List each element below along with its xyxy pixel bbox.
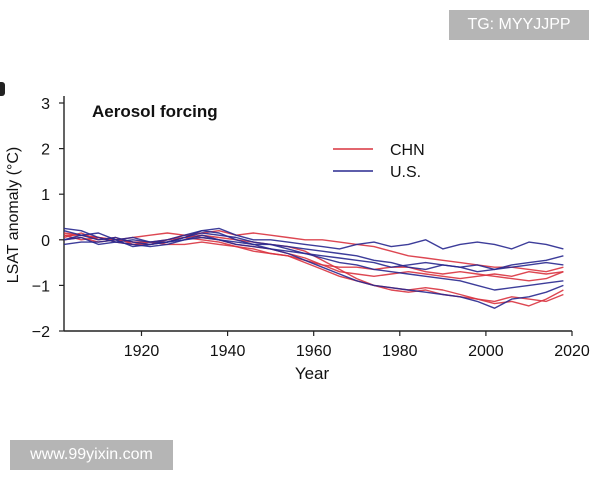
y-tick-label: 1: [41, 187, 50, 204]
legend: CHN U.S.: [333, 142, 425, 181]
y-tick-label: 3: [41, 96, 50, 113]
y-tick-label: −2: [32, 324, 50, 341]
y-tick-label: 2: [41, 142, 50, 159]
y-axis-label: LSAT anomaly (°C): [5, 147, 22, 284]
watermark-bottom: www.99yixin.com: [10, 440, 173, 470]
watermark-top: TG: MYYJJPP: [449, 10, 589, 40]
series-line-us-9: [63, 230, 564, 291]
series-line-us-8: [63, 234, 564, 273]
chart-title: Aerosol forcing: [92, 102, 218, 121]
x-tick-label: 1920: [124, 343, 160, 360]
legend-label-0: CHN: [390, 142, 425, 159]
y-tick-label: 0: [41, 233, 50, 250]
x-tick-label: 1960: [296, 343, 332, 360]
x-tick-label: 1940: [210, 343, 246, 360]
x-tick-label: 1980: [382, 343, 418, 360]
x-tick-label: 2000: [468, 343, 504, 360]
y-tick-label: −1: [32, 278, 50, 295]
y-axis: 3 2 1 0 −1 −2: [32, 96, 65, 341]
legend-label-1: U.S.: [390, 164, 421, 181]
panel-edge-mark: [0, 82, 5, 96]
x-tick-label: 2020: [554, 343, 590, 360]
series-lines: [63, 227, 564, 309]
x-axis-label: Year: [295, 364, 330, 383]
series-line-us-7: [63, 229, 564, 271]
x-axis: 1920 1940 1960 1980 2000 2020: [64, 330, 590, 360]
series-line-us-6: [63, 227, 564, 309]
